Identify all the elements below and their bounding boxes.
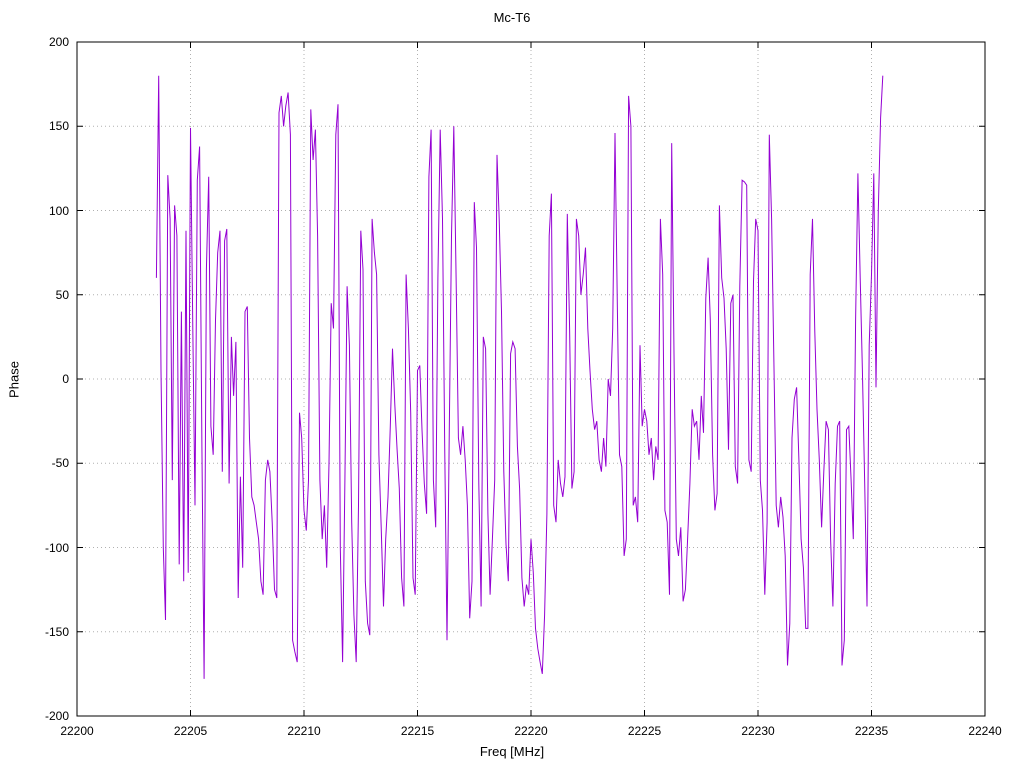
y-tick-label: 100 <box>48 203 69 218</box>
y-tick-label: 0 <box>62 372 69 386</box>
x-tick-label: 22240 <box>968 724 1002 738</box>
x-tick-label: 22230 <box>741 724 775 738</box>
x-tick-label: 22235 <box>854 724 889 738</box>
y-tick-label: 150 <box>48 119 69 134</box>
x-tick-label: 22220 <box>514 724 548 738</box>
tick-marks <box>76 41 986 717</box>
y-tick-label: -150 <box>44 624 69 639</box>
y-tick-label: 50 <box>55 287 69 302</box>
y-tick-label: -50 <box>51 456 69 471</box>
x-axis-label: Freq [MHz] <box>479 744 545 759</box>
x-tick-label: 22215 <box>400 724 435 738</box>
x-tick-label: 22205 <box>173 724 208 738</box>
y-tick-label: -100 <box>44 540 69 555</box>
x-tick-label: 22210 <box>287 724 321 738</box>
x-tick-label: 22225 <box>627 724 662 738</box>
y-tick-label: -200 <box>44 709 69 723</box>
y-tick-label: 200 <box>48 35 69 49</box>
data-line <box>155 75 884 679</box>
gridlines <box>76 41 986 717</box>
x-tick-label: 22200 <box>60 724 94 738</box>
chart-title: Mc-T6 <box>493 10 531 25</box>
